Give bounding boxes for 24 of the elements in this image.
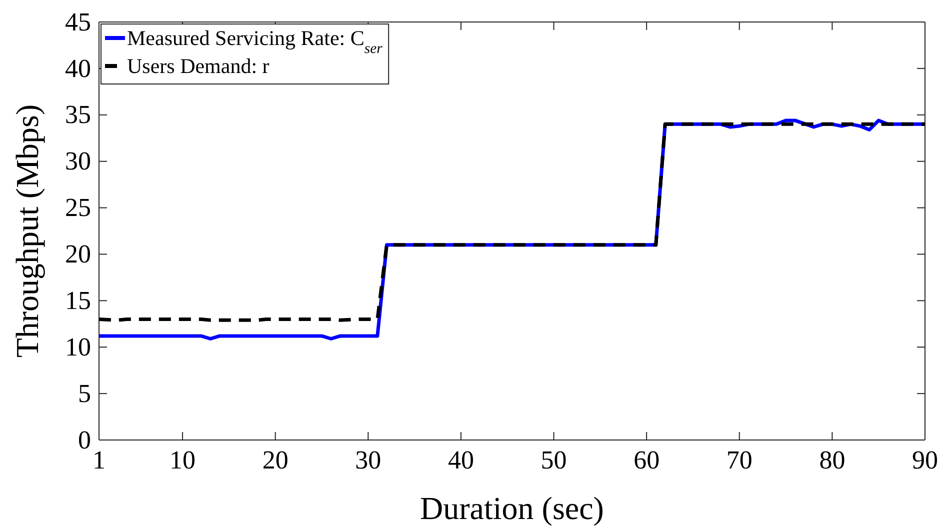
y-tick-label: 25 [65,193,91,222]
x-tick-label: 90 [912,445,938,474]
y-tick-label: 40 [65,54,91,83]
y-tick-label: 45 [65,7,91,36]
x-tick-label: 1 [92,445,106,474]
y-tick-label: 35 [65,100,91,130]
y-tick-label: 5 [78,378,91,408]
y-tick-label: 20 [65,240,91,269]
x-tick-label: 10 [170,445,196,474]
x-tick-label: 30 [355,445,382,474]
x-tick-label: 20 [262,445,288,474]
y-tick-label: 30 [65,146,91,176]
x-tick-label: 50 [540,445,567,474]
legend-label: Users Demand: r [127,54,270,78]
x-tick-label: 40 [448,445,474,474]
y-axis-title: Throughput (Mbps) [9,104,45,358]
y-tick-label: 0 [78,425,91,454]
y-tick-label: 15 [65,286,91,315]
x-tick-label: 60 [634,445,660,474]
x-tick-label: 80 [819,445,846,474]
y-tick-label: 10 [65,332,91,362]
x-tick-label: 70 [726,445,752,474]
legend-label: Measured Servicing Rate: C$_{ser}$ [127,26,383,57]
x-axis-title: Duration (sec) [420,490,604,526]
